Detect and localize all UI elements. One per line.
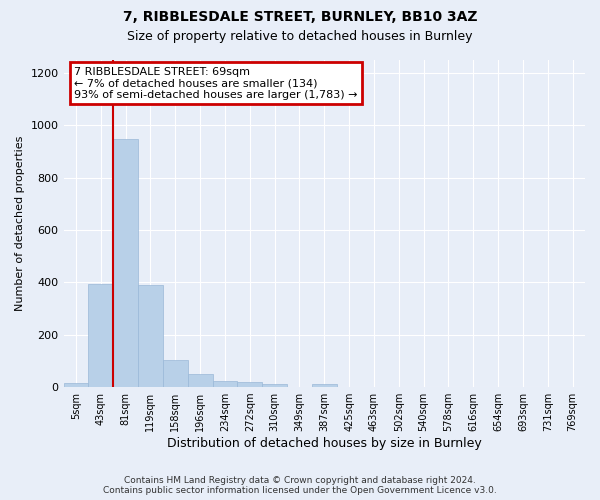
Text: 7 RIBBLESDALE STREET: 69sqm
← 7% of detached houses are smaller (134)
93% of sem: 7 RIBBLESDALE STREET: 69sqm ← 7% of deta…	[74, 66, 358, 100]
Text: 7, RIBBLESDALE STREET, BURNLEY, BB10 3AZ: 7, RIBBLESDALE STREET, BURNLEY, BB10 3AZ	[123, 10, 477, 24]
Bar	[113, 138, 138, 387]
Text: Contains HM Land Registry data © Crown copyright and database right 2024.
Contai: Contains HM Land Registry data © Crown c…	[103, 476, 497, 495]
Bar	[64, 383, 88, 387]
Text: Size of property relative to detached houses in Burnley: Size of property relative to detached ho…	[127, 30, 473, 43]
X-axis label: Distribution of detached houses by size in Burnley: Distribution of detached houses by size …	[167, 437, 482, 450]
Bar	[188, 374, 212, 387]
Bar	[262, 384, 287, 387]
Bar	[138, 285, 163, 387]
Bar	[163, 360, 188, 387]
Bar	[238, 382, 262, 387]
Bar	[88, 284, 113, 387]
Y-axis label: Number of detached properties: Number of detached properties	[15, 136, 25, 311]
Bar	[312, 384, 337, 387]
Bar	[212, 380, 238, 387]
